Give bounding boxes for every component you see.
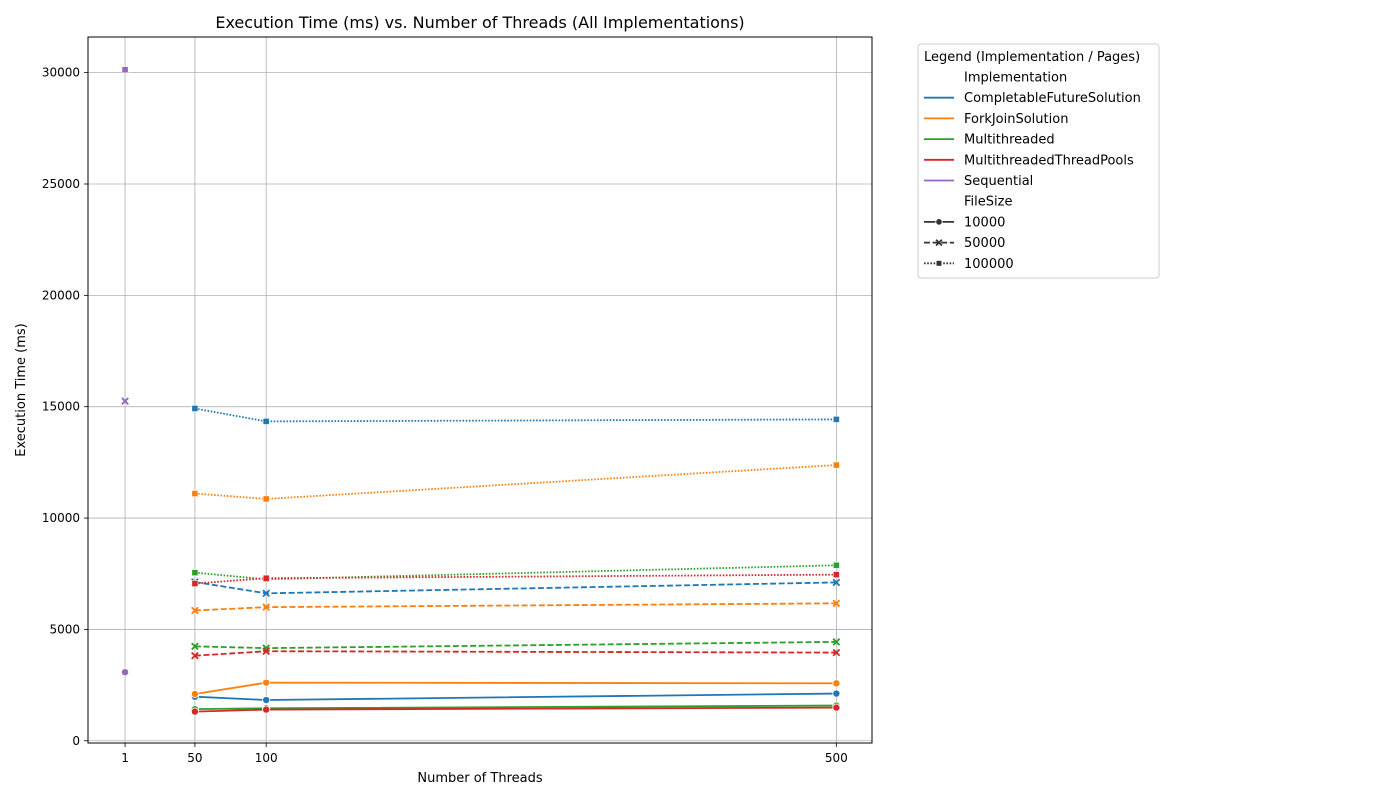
data-point-forkjoinsolution-50000: [191, 606, 199, 615]
data-point-multithreaded-100000: [191, 569, 199, 577]
legend-label: MultithreadedThreadPools: [964, 153, 1134, 168]
legend-items: Implementation CompletableFutureSolution F…: [924, 71, 1141, 272]
legend: Legend (Implementation / Pages) Implemen…: [917, 43, 1160, 279]
legend-style-header: FileSize: [964, 195, 1012, 210]
data-point-sequential-10000: [121, 668, 130, 677]
legend-label: CompletableFutureSolution: [964, 91, 1141, 106]
data-point-completablefuturesolution-10000: [832, 689, 841, 698]
data-point-forkjoinsolution-100000: [191, 490, 199, 497]
data-point-forkjoinsolution-10000: [262, 678, 271, 687]
y-tick-label: 0: [72, 734, 80, 748]
legend-label: 50000: [964, 236, 1005, 251]
y-tick-label: 15000: [42, 400, 80, 414]
data-point-multithreadedthreadpools-100000: [832, 571, 840, 579]
data-point-multithreaded-100000: [832, 561, 840, 569]
data-point-multithreaded-50000: [191, 642, 199, 651]
data-point-forkjoinsolution-50000: [262, 603, 271, 611]
series-line-completablefuturesolution-50000: [194, 581, 837, 595]
plot-frame: [87, 36, 873, 744]
series-line-forkjoinsolution-100000: [194, 464, 837, 500]
legend-marker: [935, 218, 943, 226]
data-point-multithreadedthreadpools-50000: [262, 647, 271, 656]
grid: [88, 37, 872, 743]
series-line-completablefuturesolution-100000: [194, 407, 837, 423]
y-tick-label: 25000: [42, 177, 80, 191]
data-point-forkjoinsolution-100000: [262, 495, 270, 503]
data-point-multithreadedthreadpools-10000: [832, 703, 841, 712]
series-markers: [121, 66, 841, 716]
y-tick-label: 30000: [42, 66, 80, 80]
data-point-forkjoinsolution-10000: [190, 690, 199, 699]
chart-title: Execution Time (ms) vs. Number of Thread…: [215, 13, 744, 32]
data-point-sequential-100000: [121, 66, 129, 74]
legend-marker: [935, 260, 943, 267]
x-tick-label: 1: [121, 751, 129, 765]
data-point-multithreadedthreadpools-50000: [832, 648, 841, 657]
x-tick-label: 100: [255, 751, 278, 765]
data-point-completablefuturesolution-100000: [832, 415, 840, 423]
data-point-multithreadedthreadpools-50000: [191, 651, 199, 660]
y-axis-title: Execution Time (ms): [14, 323, 29, 456]
legend-box: [917, 43, 1160, 279]
legend-label: 100000: [964, 257, 1014, 272]
legend-label: Multithreaded: [964, 133, 1055, 148]
y-tick-label: 20000: [42, 288, 80, 302]
series-line-multithreadedthreadpools-50000: [194, 650, 837, 657]
data-point-multithreadedthreadpools-10000: [262, 705, 271, 714]
series-lines: [194, 407, 837, 713]
data-point-completablefuturesolution-100000: [262, 418, 270, 425]
data-point-multithreadedthreadpools-100000: [262, 574, 270, 582]
legend-label: ForkJoinSolution: [964, 112, 1068, 127]
data-point-completablefuturesolution-100000: [191, 405, 199, 412]
data-point-completablefuturesolution-50000: [832, 578, 841, 587]
series-line-completablefuturesolution-10000: [194, 692, 837, 701]
legend-label: Sequential: [964, 174, 1033, 189]
data-point-multithreaded-50000: [832, 638, 841, 646]
series-line-forkjoinsolution-10000: [194, 681, 837, 695]
x-tick-label: 50: [187, 751, 202, 765]
data-point-multithreadedthreadpools-10000: [190, 707, 199, 716]
data-point-forkjoinsolution-100000: [832, 461, 840, 469]
legend-title: Legend (Implementation / Pages): [924, 50, 1140, 65]
y-tick-label: 10000: [42, 511, 80, 525]
data-point-completablefuturesolution-10000: [262, 696, 271, 705]
data-point-sequential-50000: [121, 397, 129, 405]
legend-marker: [935, 239, 943, 247]
series-line-forkjoinsolution-50000: [194, 602, 837, 612]
data-point-forkjoinsolution-10000: [832, 679, 841, 688]
series-line-multithreaded-50000: [194, 640, 837, 650]
data-point-completablefuturesolution-50000: [262, 589, 271, 598]
x-tick-label: 500: [825, 751, 848, 765]
y-tick-label: 5000: [49, 622, 80, 636]
legend-hue-header: Implementation: [964, 71, 1067, 86]
data-point-forkjoinsolution-50000: [832, 599, 841, 608]
legend-label: 10000: [964, 215, 1005, 230]
x-axis-title: Number of Threads: [417, 771, 542, 786]
data-point-multithreadedthreadpools-100000: [191, 580, 199, 587]
